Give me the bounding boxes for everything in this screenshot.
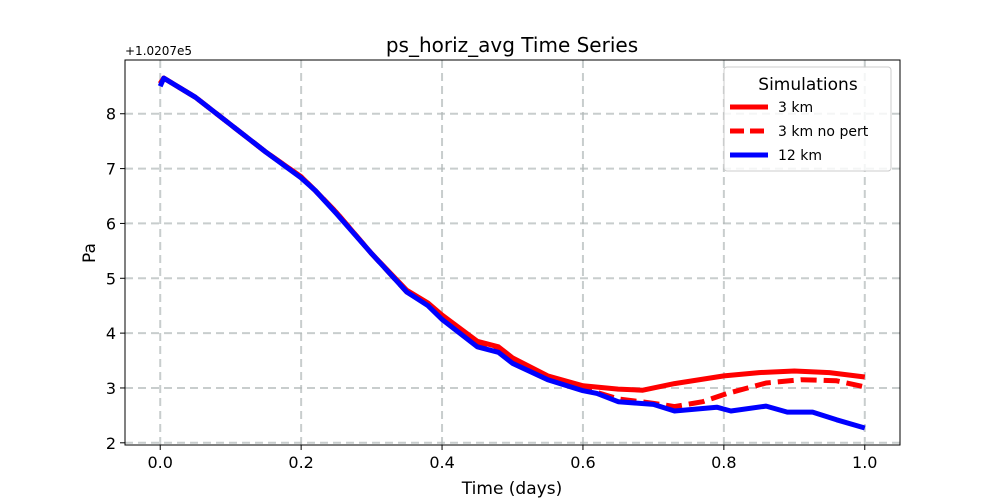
x-tick-label: 0.6 [570, 453, 595, 472]
x-tick-label: 0.2 [288, 453, 313, 472]
y-tick-label: 7 [106, 160, 116, 179]
series-line-12-km [157, 75, 866, 431]
x-tick-label: 0.4 [429, 453, 454, 472]
legend-entry-label: 3 km no pert [778, 124, 869, 140]
series-lines [157, 75, 866, 431]
legend-entry-label: 12 km [778, 148, 822, 164]
y-axis-ticks: 2 3 4 5 6 7 8 [106, 105, 125, 453]
legend-entry-label: 3 km [778, 100, 813, 116]
y-tick-label: 4 [106, 324, 116, 343]
legend-title: Simulations [758, 75, 858, 95]
x-tick-label: 1.0 [852, 453, 877, 472]
chart-title: ps_horiz_avg Time Series [386, 33, 638, 57]
plot-frame [124, 59, 901, 446]
x-tick-label: 0.8 [711, 453, 736, 472]
y-tick-label: 5 [106, 269, 116, 288]
y-offset-label: +1.0207e5 [125, 44, 192, 58]
x-tick-label: 0.0 [148, 453, 173, 472]
y-tick-label: 6 [106, 214, 116, 233]
y-tick-label: 3 [106, 379, 116, 398]
x-axis-label: Time (days) [461, 479, 562, 499]
y-tick-label: 2 [106, 434, 116, 453]
legend: Simulations 3 km 3 km no pert 12 km [723, 66, 892, 172]
y-tick-label: 8 [106, 105, 116, 124]
y-axis-label: Pa [80, 243, 100, 263]
legend-box [723, 66, 892, 172]
x-axis-ticks: 0.0 0.2 0.4 0.6 0.8 1.0 [148, 445, 877, 472]
